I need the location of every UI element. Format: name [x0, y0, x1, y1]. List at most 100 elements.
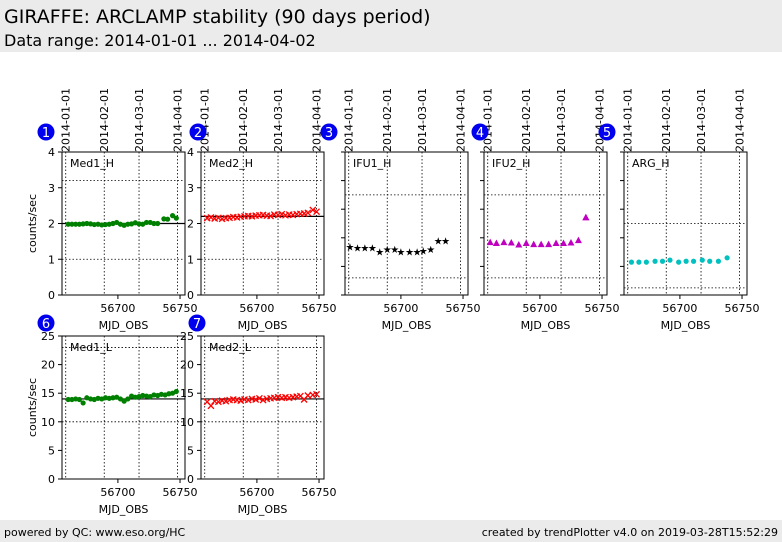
panel-label: IFU2_H: [492, 157, 530, 170]
data-point: [545, 240, 553, 248]
date-tick-label: 2014-04-01: [734, 88, 747, 152]
panel-number: 4: [476, 126, 484, 141]
data-point: ★: [383, 245, 392, 256]
page-title: GIRAFFE: ARCLAMP stability (90 days peri…: [4, 6, 431, 28]
panel-med2_l: 0 5 10 15 20 25 56700 56750 MJD_OBS Med2_L 7: [180, 314, 337, 516]
y-tick-label: 2: [48, 218, 55, 231]
y-tick-label: 5: [187, 444, 194, 457]
data-point: ★: [426, 245, 435, 256]
data-point: [173, 215, 179, 221]
data-point: [500, 238, 508, 246]
y-tick-label: 25: [180, 330, 194, 343]
date-tick-label: 2014-03-01: [272, 88, 285, 152]
data-point: [690, 258, 697, 264]
y-tick-label: 0: [48, 289, 55, 302]
panel-label: Med1_L: [70, 341, 113, 354]
data-point: ★: [375, 248, 384, 259]
data-point: ★: [368, 244, 377, 255]
y-tick-label: 1: [187, 253, 194, 266]
panel-number: 3: [325, 126, 333, 141]
data-point: ★: [405, 248, 414, 259]
data-point: [99, 222, 105, 228]
date-tick-label: 2014-03-01: [555, 88, 568, 152]
x-tick-label: 56750: [163, 302, 198, 315]
data-point: [151, 220, 157, 227]
y-tick-label: 15: [180, 387, 194, 400]
x-axis-label: MJD_OBS: [99, 503, 149, 516]
data-point: [117, 396, 123, 402]
x-tick-label: 56750: [446, 302, 481, 315]
data-point: [125, 396, 131, 402]
y-tick-label: 20: [41, 359, 55, 372]
footer-bar: powered by QC: www.eso.org/HC created by…: [0, 520, 782, 542]
panel-number-badge: [37, 314, 55, 332]
date-tick-label: 2014-01-01: [622, 88, 635, 152]
data-point: [155, 220, 161, 227]
data-point: ★: [390, 245, 399, 256]
panel-number-badge: [471, 123, 489, 141]
date-tick-label: 2014-02-01: [660, 88, 673, 152]
y-tick-label: 25: [41, 330, 55, 343]
panel-ifu2_h: 2014-01-01 2014-02-01 2014-03-01 2014-04-01…: [471, 88, 620, 332]
plot-frame: [623, 151, 748, 296]
y-tick-label: 4: [48, 146, 55, 159]
data-point: [724, 255, 730, 261]
data-point: ★: [360, 244, 369, 255]
y-axis-label: counts/sec: [26, 378, 39, 437]
data-point: [507, 238, 515, 246]
data-point: ★: [345, 242, 354, 253]
data-point: [255, 394, 263, 402]
data-point: [69, 221, 75, 227]
data-point: [313, 390, 321, 398]
data-point: [567, 238, 575, 246]
plot-frame: [344, 151, 469, 296]
data-point: [80, 400, 86, 406]
data-point: [73, 221, 79, 227]
data-point: [65, 221, 71, 227]
y-tick-label: 20: [180, 359, 194, 372]
date-tick-label: 2014-04-01: [172, 88, 185, 152]
data-point: [676, 259, 682, 265]
data-point: [165, 216, 171, 222]
data-point: ★: [419, 246, 428, 257]
panel-med1_h: 2014-01-01 2014-02-01 2014-03-01 2014-04-01…: [26, 88, 198, 332]
data-point: [515, 240, 523, 248]
panel-label: Med1_H: [70, 157, 114, 170]
y-tick-label: 0: [187, 289, 194, 302]
data-point: [161, 216, 167, 222]
x-tick-label: 56750: [725, 302, 760, 315]
date-tick-label: 2014-04-01: [594, 88, 607, 152]
x-axis-label: MJD_OBS: [521, 319, 571, 332]
y-tick-label: 1: [48, 253, 55, 266]
x-tick-label: 56750: [585, 302, 620, 315]
date-tick-label: 2014-01-01: [343, 88, 356, 152]
data-point: [530, 240, 538, 248]
x-tick-label: 56750: [163, 486, 198, 499]
plot-frame: [200, 335, 325, 480]
data-point: [667, 257, 673, 263]
data-point: [707, 258, 713, 264]
date-tick-label: 2014-02-01: [98, 88, 111, 152]
date-tick-label: 2014-02-01: [237, 88, 250, 152]
y-tick-label: 3: [187, 182, 194, 195]
panel-number: 6: [42, 317, 50, 332]
data-point: [492, 239, 500, 247]
data-point: [143, 219, 150, 226]
plot-frame: [200, 151, 325, 296]
x-axis-label: MJD_OBS: [238, 503, 288, 516]
y-tick-label: 10: [180, 416, 194, 429]
date-tick-label: 2014-01-01: [60, 88, 73, 152]
data-point: [121, 398, 127, 404]
x-tick-label: 56700: [100, 486, 135, 499]
data-point: ★: [441, 237, 450, 248]
data-point: [652, 258, 658, 264]
panel-med2_h: 2014-01-01 2014-02-01 2014-03-01 2014-04-01…: [187, 88, 337, 332]
data-point: [486, 238, 494, 246]
x-tick-label: 56700: [239, 486, 274, 499]
y-tick-label: 15: [41, 387, 55, 400]
panel-label: Med2_H: [209, 157, 253, 170]
data-point: [76, 221, 82, 227]
panel-number-badge: [598, 123, 616, 141]
y-tick-label: 10: [41, 416, 55, 429]
